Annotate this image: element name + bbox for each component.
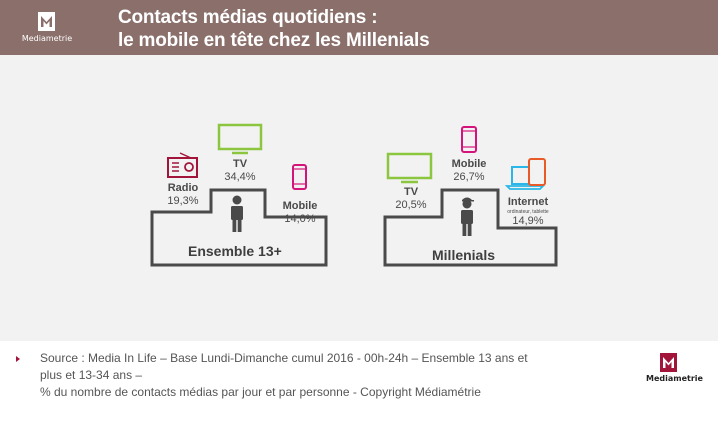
- bullet-arrow-icon: [16, 356, 20, 362]
- radio-icon: [167, 152, 198, 178]
- person-icon: [231, 195, 243, 232]
- source-note: Source : Media In Life – Base Lundi-Dima…: [40, 350, 615, 401]
- label-tv: TV 34,4%: [224, 158, 256, 183]
- source-line-1: Source : Media In Life – Base Lundi-Dima…: [40, 351, 528, 365]
- header-logo-text: Mediametrie: [21, 34, 73, 43]
- source-line-3: % du nombre de contacts médias par jour …: [40, 385, 481, 399]
- mobile-icon: [292, 164, 307, 190]
- label-tv: TV 20,5%: [395, 186, 427, 211]
- laptop-tablet-icon: [504, 158, 546, 190]
- header-bar: [0, 0, 718, 55]
- footer-logo-text: Mediametrie: [646, 374, 703, 383]
- label-radio: Radio 19,3%: [167, 182, 199, 207]
- title-line-2: le mobile en tête chez les Millenials: [118, 30, 430, 51]
- podium-left-name: Ensemble 13+: [188, 243, 282, 259]
- page-title: Contacts médias quotidiens : le mobile e…: [118, 6, 430, 52]
- podium-right-name: Millenials: [432, 247, 496, 263]
- mediametrie-logo-icon[interactable]: [660, 353, 677, 372]
- person-cap-icon: [461, 197, 474, 236]
- label-mobile: Mobile 26,7%: [451, 158, 487, 183]
- source-line-2: plus et 13-34 ans –: [40, 368, 143, 382]
- label-mobile: Mobile 14,0%: [282, 200, 318, 225]
- tv-icon: [386, 152, 433, 184]
- mediametrie-logo-icon: [38, 12, 55, 31]
- podium-scene: [150, 123, 558, 267]
- footer: [0, 341, 718, 421]
- tv-icon: [217, 123, 263, 155]
- label-internet: Internet ordinateur, tablette 14,9%: [507, 196, 549, 227]
- mobile-icon: [461, 126, 477, 153]
- header-logo[interactable]: Mediametrie: [0, 0, 90, 55]
- podium-left-outline: [150, 188, 328, 267]
- podium-right-outline: [383, 188, 558, 267]
- title-line-1: Contacts médias quotidiens :: [118, 7, 378, 28]
- content-area: [0, 55, 718, 341]
